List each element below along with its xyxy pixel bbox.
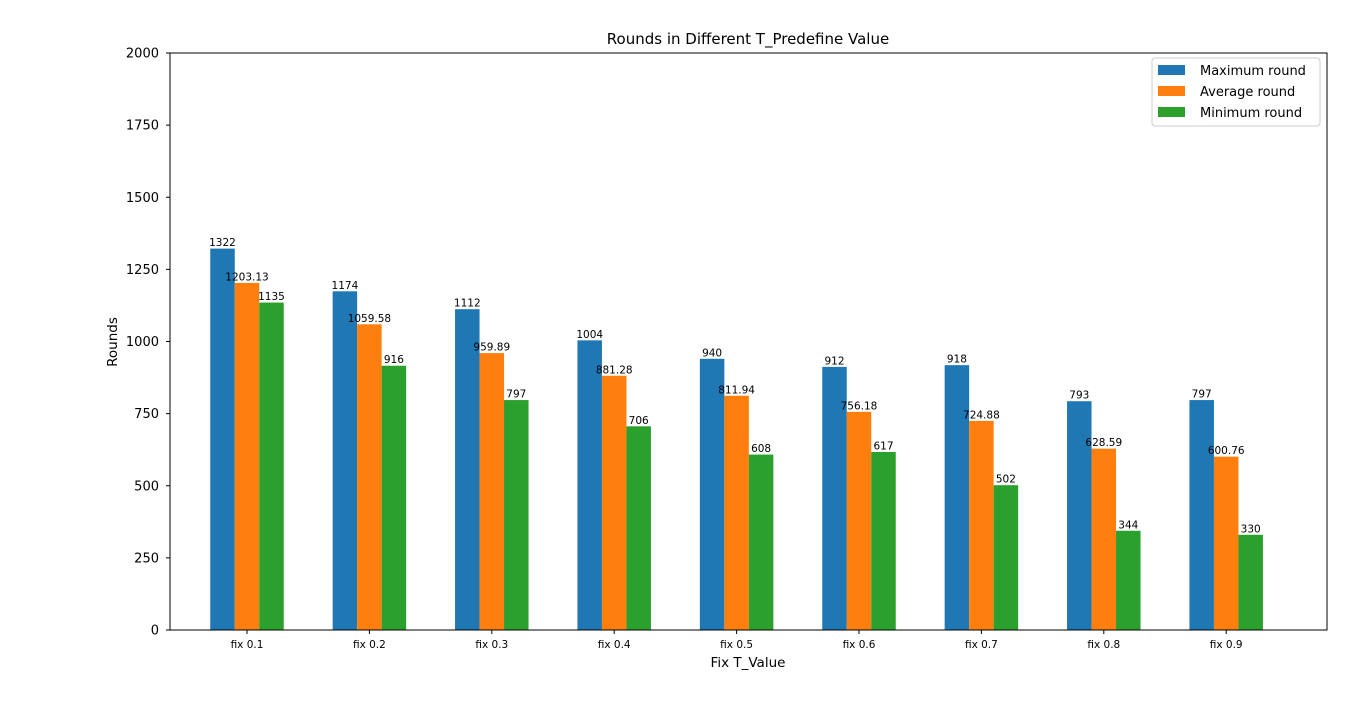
bar-value-label: 330 — [1241, 523, 1261, 535]
bar-value-label: 1004 — [576, 329, 603, 341]
data-labels-group: 1322 1203.13 1135 1174 1059.58 916 1112 959.89 7… — [209, 237, 1261, 535]
bar-value-label: 916 — [384, 354, 404, 366]
bar-average-round — [846, 411, 872, 630]
x-tick-label: fix 0.1 — [231, 639, 264, 651]
bar-minimum-round — [381, 365, 407, 630]
x-tick-label: fix 0.3 — [475, 639, 508, 651]
bar-maximum-round — [210, 248, 235, 630]
bar-minimum-round — [1116, 530, 1141, 630]
bar-average-round — [724, 395, 749, 630]
bar-value-label: 918 — [947, 354, 967, 366]
bar-value-label: 940 — [702, 347, 722, 359]
bar-value-label: 1135 — [258, 291, 285, 303]
bar-value-label: 724.88 — [963, 409, 1000, 421]
bar-minimum-round — [1238, 534, 1263, 630]
bar-value-label: 793 — [1069, 390, 1089, 402]
bar-value-label: 1059.58 — [348, 313, 391, 325]
x-tick-label: fix 0.2 — [353, 639, 386, 651]
bar-value-label: 797 — [506, 389, 526, 401]
x-tick-label: fix 0.7 — [965, 639, 998, 651]
bar-average-round — [234, 282, 260, 630]
bar-maximum-round — [332, 291, 358, 630]
bar-maximum-round — [822, 366, 847, 630]
x-axis-label: Fix T_Value — [711, 655, 786, 671]
chart-title: Rounds in Different T_Predefine Value — [607, 30, 889, 49]
bar-maximum-round — [455, 309, 480, 630]
y-tick-label: 1250 — [126, 263, 159, 278]
bar-value-label: 912 — [824, 355, 844, 367]
y-tick-label: 1500 — [126, 191, 159, 206]
bar-value-label: 1322 — [209, 237, 236, 249]
bar-value-label: 756.18 — [841, 400, 878, 412]
y-tick-label: 1000 — [126, 335, 159, 350]
bar-value-label: 502 — [996, 474, 1016, 486]
bar-minimum-round — [504, 400, 529, 630]
bar-maximum-round — [699, 358, 725, 630]
bar-average-round — [601, 375, 627, 630]
bar-value-label: 881.28 — [596, 364, 633, 376]
x-axis-ticks: fix 0.1 fix 0.2 fix 0.3 fix 0.4 fix 0.5 fix 0… — [231, 630, 1243, 651]
bar-average-round — [1091, 448, 1117, 630]
y-tick-label: 750 — [134, 407, 159, 422]
bar-average-round — [479, 353, 505, 630]
x-tick-label: fix 0.8 — [1087, 639, 1120, 651]
legend-swatch — [1158, 86, 1185, 96]
bar-value-label: 344 — [1118, 519, 1138, 531]
bar-average-round — [969, 420, 994, 630]
x-tick-label: fix 0.4 — [598, 639, 631, 651]
x-tick-label: fix 0.9 — [1210, 639, 1243, 651]
bar-maximum-round — [1189, 400, 1214, 630]
bar-value-label: 1174 — [332, 280, 359, 292]
bar-series-group — [210, 248, 1263, 630]
bar-maximum-round — [944, 365, 970, 630]
legend-box — [1151, 57, 1321, 127]
legend-swatch — [1158, 65, 1185, 75]
y-tick-label: 250 — [134, 551, 159, 566]
y-axis-label: Rounds — [105, 317, 121, 367]
bar-value-label: 811.94 — [718, 384, 755, 396]
bar-value-label: 959.89 — [473, 342, 510, 354]
legend: Maximum round Average round Minimum round — [1151, 57, 1321, 127]
bar-value-label: 600.76 — [1208, 445, 1245, 457]
bar-value-label: 797 — [1192, 389, 1212, 401]
bar-value-label: 617 — [873, 440, 893, 452]
bar-value-label: 1112 — [454, 298, 481, 310]
bar-maximum-round — [1067, 401, 1092, 630]
bar-minimum-round — [626, 426, 651, 630]
y-tick-label: 500 — [134, 479, 159, 494]
legend-label: Average round — [1200, 85, 1295, 100]
y-tick-label: 0 — [151, 624, 159, 639]
y-axis-ticks: 0 250 500 750 1000 1250 1500 1750 2000 — [126, 47, 170, 639]
bar-minimum-round — [748, 454, 774, 630]
bar-value-label: 608 — [751, 443, 771, 455]
bar-average-round — [357, 324, 382, 630]
plot-area-frame — [169, 52, 1328, 631]
legend-swatch — [1158, 107, 1185, 117]
bar-average-round — [1213, 456, 1239, 630]
bar-minimum-round — [871, 451, 896, 630]
y-tick-label: 2000 — [126, 47, 159, 62]
bar-maximum-round — [577, 340, 602, 630]
bar-minimum-round — [259, 302, 284, 630]
x-tick-label: fix 0.5 — [720, 639, 753, 651]
x-tick-label: fix 0.6 — [843, 639, 876, 651]
bar-value-label: 706 — [629, 415, 649, 427]
y-tick-label: 1750 — [126, 119, 159, 134]
legend-label: Minimum round — [1200, 106, 1302, 121]
legend-label: Maximum round — [1200, 64, 1306, 79]
bar-minimum-round — [993, 485, 1019, 630]
bar-value-label: 1203.13 — [225, 271, 268, 283]
bar-value-label: 628.59 — [1085, 437, 1122, 449]
